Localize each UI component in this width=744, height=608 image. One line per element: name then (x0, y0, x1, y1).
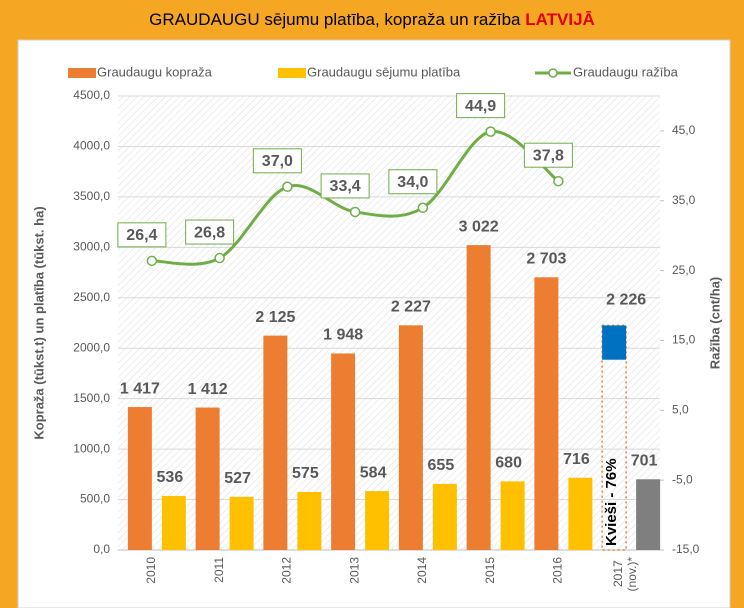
y-axis-label: Kopraža (tūkst.t) un platība (tūkst. ha) (31, 206, 46, 439)
chart-title: GRAUDAUGU sējumu platība, kopraža un raž… (149, 10, 595, 29)
y-tick-label: 4000,0 (73, 139, 110, 153)
bar-value-label: 1 417 (120, 380, 160, 397)
y2-tick-label: 15,0 (672, 333, 696, 347)
x-tick-label: 2011 (212, 557, 226, 583)
line-marker (214, 252, 225, 264)
bar-value-label: 1 412 (188, 381, 228, 398)
bar-note: Kvieši - 76% (603, 458, 620, 546)
y-tick-label: 3500,0 (73, 189, 110, 203)
bar (568, 477, 593, 550)
bar (636, 479, 661, 550)
bar (398, 325, 423, 550)
line-value-label: 26,8 (194, 224, 225, 241)
legend-swatch (278, 68, 306, 78)
bar-value-label: 716 (563, 451, 590, 468)
y-tick-label: 1000,0 (73, 441, 110, 455)
bar (195, 407, 220, 550)
y-tick-label: 0,0 (93, 542, 110, 556)
x-tick-label: 2012 (280, 557, 294, 584)
x-tick-label: 2013 (347, 557, 361, 584)
label-box (185, 219, 235, 245)
bar (297, 491, 322, 550)
label-box (523, 142, 573, 168)
x-tick-label: 2015 (483, 557, 497, 584)
x-tick-label: 2010 (144, 557, 158, 584)
bar (263, 335, 288, 550)
y-tick-label: 1500,0 (73, 391, 110, 405)
y2-tick-label: 35,0 (672, 193, 696, 207)
bar (500, 481, 525, 550)
bar-value-label: 2 227 (391, 299, 431, 316)
line-value-label: 33,4 (330, 178, 361, 195)
bar-value-label: 655 (428, 457, 455, 474)
bar (534, 277, 559, 550)
line-value-label: 34,0 (397, 174, 428, 191)
y-tick-label: 4500,0 (73, 88, 110, 102)
y2-tick-label: -5,0 (672, 472, 693, 486)
y-tick-label: 3000,0 (73, 240, 110, 254)
line-value-label: 37,0 (262, 153, 293, 170)
bar-value-label: 536 (157, 469, 184, 486)
line-marker (485, 126, 496, 137)
y2-tick-label: 5,0 (672, 402, 689, 416)
bar (466, 245, 491, 551)
bar-value-label: 584 (360, 464, 387, 481)
y2-axis-label: Ražība (cnt/ha) (707, 277, 722, 369)
title-text: GRAUDAUGU sējumu platība, kopraža un raž… (149, 10, 525, 29)
bar-value-label: 2 703 (526, 251, 566, 268)
title-highlight: LATVIJĀ (525, 10, 595, 29)
label-box (456, 93, 506, 119)
legend-label: Graudaugu ražība (573, 64, 679, 79)
legend-swatch (68, 68, 96, 78)
y-tick-label: 500,0 (80, 492, 110, 506)
legend-label: Graudaugu sējumu platība (307, 64, 461, 79)
bar-value-label: 701 (631, 452, 658, 469)
line-value-label: 44,9 (465, 98, 496, 115)
y-tick-label: 2000,0 (73, 340, 110, 354)
bar (229, 496, 254, 550)
bar (161, 495, 186, 550)
bar-value-label: 2 226 (606, 292, 646, 309)
bar (331, 353, 356, 550)
bar-value-label: 2 125 (255, 309, 295, 326)
x-tick-label: 2016 (551, 557, 565, 584)
legend-marker (548, 68, 558, 78)
x-tick-label: 2014 (415, 557, 429, 584)
bar-segment (602, 325, 627, 360)
bar-value-label: 3 022 (459, 218, 499, 235)
line-marker (417, 202, 429, 214)
x-tick-label: 2017 (nov.)* (611, 557, 639, 592)
label-box (320, 173, 370, 199)
line-value-label: 37,8 (533, 147, 564, 164)
y2-tick-label: 45,0 (672, 123, 696, 137)
y2-tick-label: 25,0 (672, 263, 696, 277)
bar (127, 407, 152, 550)
bar-value-label: 575 (292, 465, 319, 482)
bar (432, 483, 457, 550)
label-box (117, 222, 167, 248)
bar-value-label: 1 948 (323, 327, 363, 344)
line-marker (349, 206, 361, 218)
y2-tick-label: -15,0 (672, 542, 700, 556)
line-marker (282, 181, 293, 193)
label-box (388, 169, 438, 195)
bar-value-label: 527 (224, 470, 251, 487)
line-value-label: 26,4 (126, 227, 157, 244)
line-marker (146, 255, 158, 267)
y-tick-label: 2500,0 (73, 290, 110, 304)
label-box (252, 148, 302, 174)
bar (365, 491, 390, 550)
bar-value-label: 680 (495, 455, 522, 472)
line-marker (553, 175, 564, 187)
legend-label: Graudaugu kopraža (97, 64, 213, 79)
